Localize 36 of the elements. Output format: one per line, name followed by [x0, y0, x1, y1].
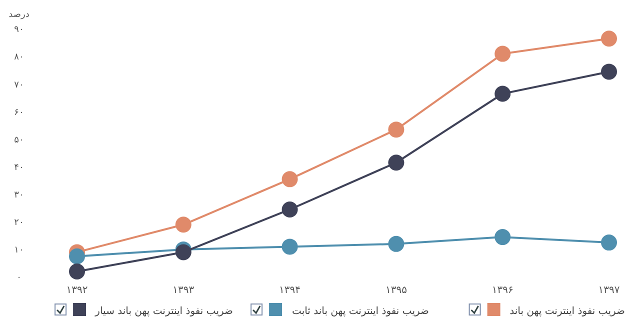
y-axis-title: درصد — [8, 10, 30, 20]
point — [388, 236, 404, 252]
legend-label: ضریب نفوذ اینترنت پهن باند سیار — [94, 306, 233, 317]
point — [601, 64, 617, 80]
point — [282, 171, 298, 188]
x-tick-label: ۱۳۹۲ — [66, 285, 88, 296]
x-tick-label: ۱۳۹۳ — [172, 285, 195, 296]
y-tick-label: ۸۰ — [14, 52, 24, 63]
y-tick-label: ۱۰ — [14, 246, 24, 256]
point — [175, 244, 192, 260]
point — [282, 238, 298, 255]
point — [601, 234, 617, 251]
legend-label: ضریب نفوذ اینترنت پهن باند — [510, 306, 625, 317]
legend-label: ضریب نفوذ اینترنت پهن باند ثابت — [292, 306, 429, 317]
point — [388, 154, 404, 171]
y-tick-label: ۵۰ — [14, 135, 24, 146]
x-tick-label: ۱۳۹۶ — [492, 285, 514, 296]
y-tick-label: ۶۰ — [14, 108, 24, 118]
x-tick-label: ۱۳۹۵ — [385, 285, 407, 296]
point — [494, 229, 511, 246]
y-tick-label: ۲۰ — [14, 218, 24, 228]
point — [69, 263, 85, 280]
point — [175, 216, 192, 233]
point — [282, 201, 298, 218]
point — [69, 248, 85, 264]
point — [494, 46, 511, 62]
x-tick-label: ۱۳۹۴ — [279, 285, 301, 296]
y-tick-label: ۷۰ — [14, 80, 24, 90]
x-tick-label: ۱۳۹۷ — [598, 285, 620, 296]
point — [601, 30, 617, 47]
point — [494, 86, 511, 102]
y-tick-label: ۴۰ — [14, 162, 24, 173]
y-tick-label: ۹۰ — [14, 25, 24, 36]
y-tick-label: ۰ — [16, 273, 22, 284]
y-tick-label: ۳۰ — [14, 190, 24, 200]
point — [388, 122, 404, 138]
